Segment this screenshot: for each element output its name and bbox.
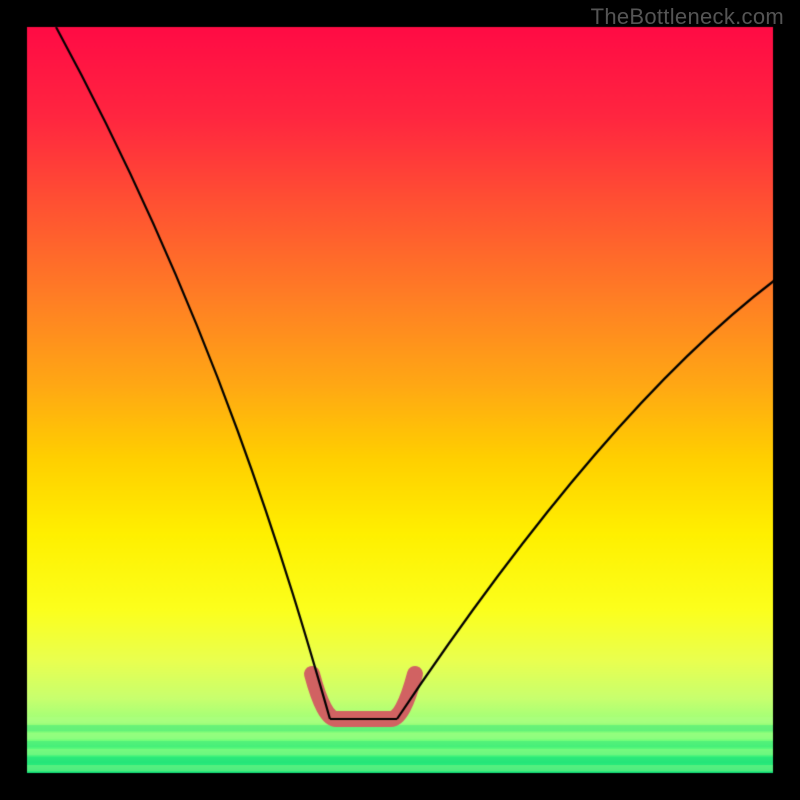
bottleneck-v-curve — [0, 0, 800, 800]
watermark-text: TheBottleneck.com — [591, 4, 784, 30]
